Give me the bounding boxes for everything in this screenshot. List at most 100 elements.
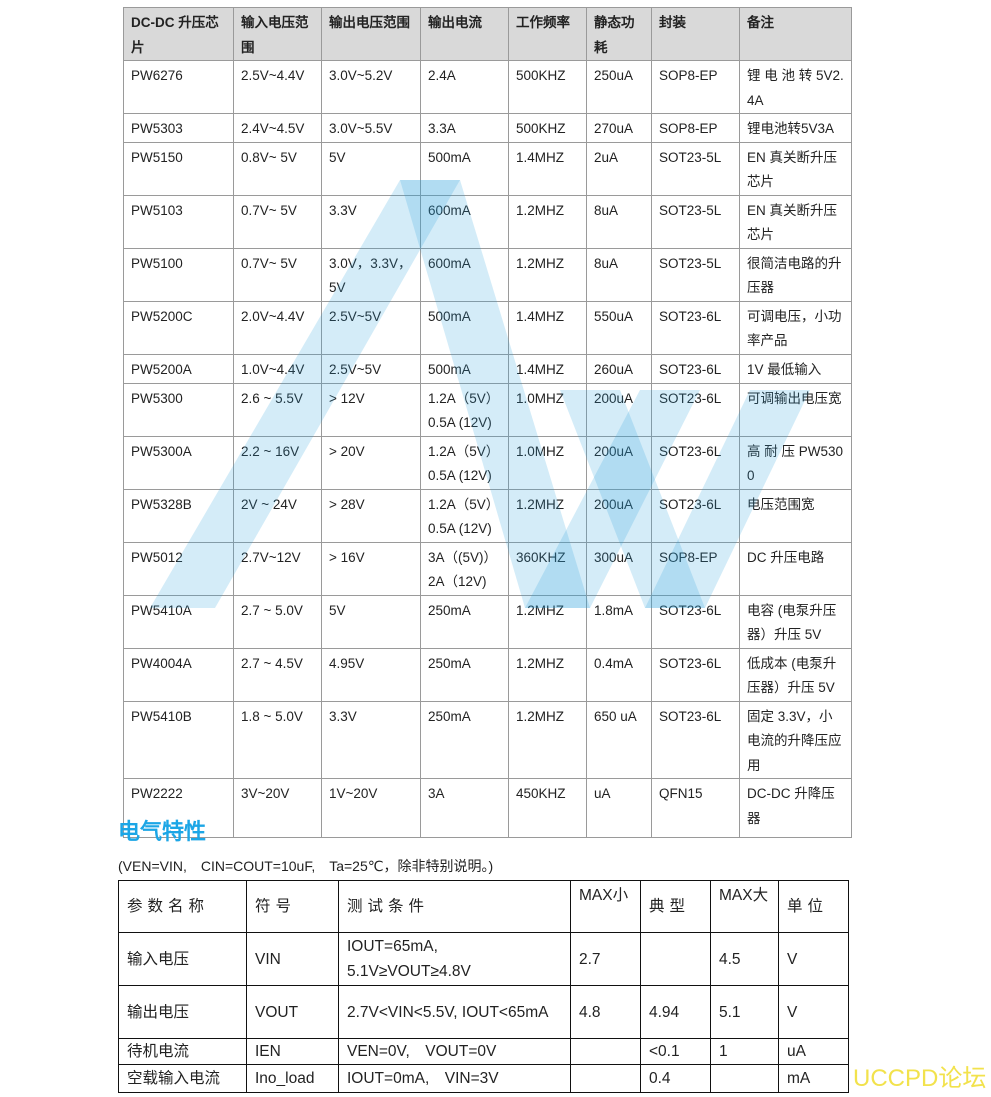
table-cell: VOUT — [246, 985, 339, 1039]
table-cell: 550uA — [586, 300, 652, 355]
table-cell: > 28V — [321, 488, 421, 543]
table-cell: PW5200A — [123, 353, 234, 384]
table-cell: 450KHZ — [508, 778, 587, 838]
table-cell: 电容 (电泵升压器）升压 5V — [739, 594, 852, 649]
table-cell: IOUT=65mA, 5.1V≥VOUT≥4.8V — [338, 932, 571, 986]
table-cell: PW5410A — [123, 594, 234, 649]
table-cell: 300uA — [586, 541, 652, 596]
table-cell: > 20V — [321, 435, 421, 490]
table-row: PW5410A 2.7 ~ 5.0V 5V 250mA 1.2MHZ 1.8mA SOT23… — [123, 594, 852, 649]
table-cell: 8uA — [586, 194, 652, 249]
table-cell: 3A — [420, 778, 509, 838]
table-cell: > 16V — [321, 541, 421, 596]
table-cell: 270uA — [586, 113, 652, 143]
table-cell: SOT23-6L — [651, 647, 740, 702]
table-cell: 2.7 ~ 4.5V — [233, 647, 322, 702]
table-cell: SOP8-EP — [651, 60, 740, 114]
table-cell: mA — [778, 1064, 849, 1093]
table-cell: 3.0V~5.5V — [321, 113, 421, 143]
table-cell: 4.94 — [640, 985, 711, 1039]
table-cell: PW5410B — [123, 700, 234, 779]
table-cell: PW5200C — [123, 300, 234, 355]
table-cell: SOT23-6L — [651, 700, 740, 779]
table-cell: 2.7 ~ 5.0V — [233, 594, 322, 649]
column-header: 单位 — [778, 880, 849, 933]
table-cell: 1V 最低输入 — [739, 353, 852, 384]
table-cell: 输入电压 — [118, 932, 247, 986]
table-cell: 锂 电 池 转 5V2.4A — [739, 60, 852, 114]
table-cell: 250mA — [420, 700, 509, 779]
table-cell: PW5328B — [123, 488, 234, 543]
table-cell: 2uA — [586, 141, 652, 196]
column-header: MAX大 — [710, 880, 779, 933]
table-cell: 电压范围宽 — [739, 488, 852, 543]
table-cell: 2.0V~4.4V — [233, 300, 322, 355]
table-cell: SOT23-6L — [651, 435, 740, 490]
table-cell: SOT23-6L — [651, 488, 740, 543]
table-cell: <0.1 — [640, 1038, 711, 1065]
table-cell: 1.4MHZ — [508, 300, 587, 355]
table-cell: 1.0V~4.4V — [233, 353, 322, 384]
table-cell: 2.5V~5V — [321, 353, 421, 384]
table-cell: 200uA — [586, 488, 652, 543]
table-cell: 260uA — [586, 353, 652, 384]
table-row: PW6276 2.5V~4.4V 3.0V~5.2V 2.4A 500KHZ 250uA S… — [123, 60, 852, 114]
table-row: PW5200A 1.0V~4.4V 2.5V~5V 500mA 1.4MHZ 260uA S… — [123, 353, 852, 384]
column-header: 工作频率 — [508, 7, 587, 61]
table-cell: 可调电压，小功率产品 — [739, 300, 852, 355]
table-cell: VIN — [246, 932, 339, 986]
table-cell: SOT23-5L — [651, 194, 740, 249]
table-cell: 2.6 ~ 5.5V — [233, 382, 322, 437]
table-cell: VEN=0V, VOUT=0V — [338, 1038, 571, 1065]
table-row: PW5100 0.7V~ 5V 3.0V，3.3V，5V 600mA 1.2MHZ 8uA… — [123, 247, 852, 302]
table-cell: 2.2 ~ 16V — [233, 435, 322, 490]
table-cell: SOT23-5L — [651, 141, 740, 196]
table-cell: PW6276 — [123, 60, 234, 114]
table-cell: 5V — [321, 141, 421, 196]
table-cell: 固定 3.3V，小电流的升降压应用 — [739, 700, 852, 779]
table-cell: SOT23-6L — [651, 594, 740, 649]
table-cell: 2.7V~12V — [233, 541, 322, 596]
table-cell: 1.0MHZ — [508, 382, 587, 437]
table-cell: PW2222 — [123, 778, 234, 838]
table-cell: 2V ~ 24V — [233, 488, 322, 543]
table-cell: IEN — [246, 1038, 339, 1065]
column-header: 输出电压范围 — [321, 7, 421, 61]
table-cell: 3A（(5V)）2A（12V) — [420, 541, 509, 596]
column-header: 封装 — [651, 7, 740, 61]
forum-watermark: UCCPD论坛 — [853, 1065, 987, 1092]
table-cell: 1.0MHZ — [508, 435, 587, 490]
table-row: PW5150 0.8V~ 5V 5V 500mA 1.4MHZ 2uA SOT23-5L EN… — [123, 141, 852, 196]
table-cell: 360KHZ — [508, 541, 587, 596]
table-cell: 200uA — [586, 382, 652, 437]
column-header: 测试条件 — [338, 880, 571, 933]
table-cell: 0.7V~ 5V — [233, 247, 322, 302]
table-row: PW5300 2.6 ~ 5.5V > 12V 1.2A（5V）0.5A (12V) 1… — [123, 382, 852, 437]
section-title: 电气特性 — [118, 819, 207, 844]
column-header: 参数名称 — [118, 880, 247, 933]
table-cell: 5V — [321, 594, 421, 649]
column-header: 输入电压范围 — [233, 7, 322, 61]
table-cell: 8uA — [586, 247, 652, 302]
table-row: PW5300A 2.2 ~ 16V > 20V 1.2A（5V）0.5A (12V) 1… — [123, 435, 852, 490]
table-cell: 500mA — [420, 300, 509, 355]
table-cell: 650 uA — [586, 700, 652, 779]
table-cell: 250mA — [420, 647, 509, 702]
table-cell — [710, 1064, 779, 1093]
table-cell: PW5012 — [123, 541, 234, 596]
table-cell: 输出电压 — [118, 985, 247, 1039]
table-header-row: 参数名称 符号 测试条件 MAX小 典型 MAX大 单位 — [118, 880, 849, 933]
table-cell: 4.8 — [570, 985, 641, 1039]
table-cell: EN 真关断升压芯片 — [739, 194, 852, 249]
table-cell: SOT23-5L — [651, 247, 740, 302]
column-header: 备注 — [739, 7, 852, 61]
table-cell: PW5100 — [123, 247, 234, 302]
table-cell: > 12V — [321, 382, 421, 437]
table-cell: 1.2MHZ — [508, 488, 587, 543]
column-header: 输出电流 — [420, 7, 509, 61]
table-cell: SOP8-EP — [651, 113, 740, 143]
table-cell: 2.5V~5V — [321, 300, 421, 355]
table-cell: PW5103 — [123, 194, 234, 249]
table-cell: DC-DC 升降压器 — [739, 778, 852, 838]
table-cell: SOT23-6L — [651, 382, 740, 437]
